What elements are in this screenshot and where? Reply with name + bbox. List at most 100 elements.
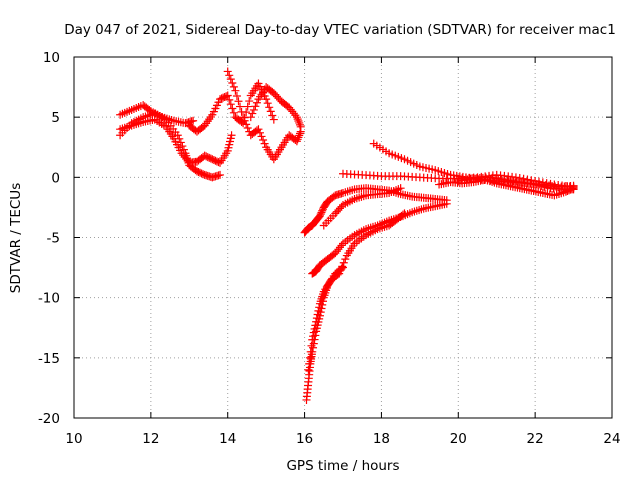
data-point <box>396 184 405 193</box>
data-point-interp <box>337 241 346 250</box>
data-point <box>304 365 313 374</box>
data-point-interp <box>315 303 324 312</box>
series-track-o <box>454 173 578 194</box>
data-point-interp <box>243 123 252 132</box>
series-track-j <box>308 199 451 278</box>
data-point <box>173 131 182 140</box>
data-point-interp <box>293 135 302 144</box>
data-point-interp <box>333 270 342 279</box>
data-point <box>189 116 198 125</box>
data-point-interp <box>260 139 269 148</box>
data-point-interp <box>295 118 304 127</box>
data-point-interp <box>306 347 315 356</box>
series-track-e <box>223 67 305 164</box>
data-point-interp <box>310 324 319 333</box>
data-points <box>116 67 578 404</box>
axis-ticks <box>73 56 613 419</box>
data-point-interp <box>236 102 245 111</box>
data-point-interp <box>237 107 246 116</box>
data-point-interp <box>293 115 302 124</box>
data-point <box>312 317 321 326</box>
data-point-interp <box>295 131 304 140</box>
data-point-interp <box>311 321 320 330</box>
data-point-interp <box>252 98 261 107</box>
data-point-interp <box>228 104 237 113</box>
data-point-interp <box>178 142 187 151</box>
data-point-interp <box>336 265 345 274</box>
data-point-interp <box>339 258 348 267</box>
data-point-interp <box>313 310 322 319</box>
data-point <box>569 185 578 194</box>
data-point-interp <box>338 262 347 271</box>
data-point-interp <box>266 107 275 116</box>
data-point-interp <box>316 210 325 219</box>
series-track-c <box>116 115 236 167</box>
series-track-f <box>246 83 305 131</box>
y-tick-label: 10 <box>43 50 60 66</box>
data-point <box>335 269 344 278</box>
data-point <box>231 86 240 95</box>
data-point-interp <box>309 343 318 352</box>
data-point <box>442 199 451 208</box>
data-point-interp <box>259 136 268 145</box>
grid-lines <box>74 57 612 418</box>
data-point <box>227 131 236 140</box>
data-point-interp <box>312 314 321 323</box>
data-point <box>296 122 305 131</box>
chart-title: Day 047 of 2021, Sidereal Day-to-day VTE… <box>64 22 616 38</box>
data-point <box>216 170 225 179</box>
series-track-k <box>319 184 405 230</box>
series-track-b <box>116 101 198 128</box>
data-point-interp <box>229 108 238 117</box>
data-point-interp <box>305 359 314 368</box>
data-point-interp <box>242 120 251 129</box>
x-tick-label: 18 <box>373 431 390 447</box>
x-tick-label: 14 <box>219 431 236 447</box>
data-point-interp <box>232 91 241 100</box>
data-point <box>239 113 248 122</box>
data-point-interp <box>309 328 318 337</box>
y-tick-label: -20 <box>38 411 60 427</box>
data-point-interp <box>519 174 528 183</box>
data-point-interp <box>243 102 252 111</box>
x-tick-label: 10 <box>65 431 82 447</box>
data-point-interp <box>263 99 272 108</box>
data-point <box>223 91 232 100</box>
y-tick-labels: 10 5 0 -5 -10 -15 -20 <box>38 50 60 427</box>
x-tick-label: 22 <box>527 431 544 447</box>
data-point-interp <box>229 82 238 91</box>
data-point-interp <box>249 105 258 114</box>
data-point-interp <box>225 71 234 80</box>
data-point-interp <box>226 75 235 84</box>
data-point <box>269 115 278 124</box>
x-tick-label: 16 <box>296 431 313 447</box>
data-point <box>308 335 317 344</box>
data-point <box>254 125 263 134</box>
x-tick-label: 20 <box>450 431 467 447</box>
series-track-d <box>185 79 278 136</box>
data-point-interp <box>317 208 326 217</box>
data-point-interp <box>255 128 264 137</box>
data-point <box>246 113 255 122</box>
x-tick-label: 12 <box>142 431 159 447</box>
data-point <box>292 137 301 146</box>
data-point <box>292 113 301 122</box>
data-point-interp <box>294 133 303 142</box>
x-tick-label: 24 <box>603 431 620 447</box>
y-tick-label: -15 <box>38 351 60 367</box>
data-point-interp <box>294 117 303 126</box>
y-tick-label: 5 <box>51 110 60 126</box>
data-point-interp <box>307 341 316 350</box>
data-point-interp <box>318 206 327 215</box>
y-tick-label: -5 <box>47 231 60 247</box>
data-point-interp <box>248 109 257 118</box>
x-axis-label: GPS time / hours <box>286 458 399 474</box>
data-point <box>315 211 324 220</box>
data-point-interp <box>295 120 304 129</box>
data-point-interp <box>305 353 314 362</box>
data-point <box>223 67 232 76</box>
data-point-interp <box>225 95 234 104</box>
data-point-interp <box>228 78 237 87</box>
data-point-interp <box>245 97 254 106</box>
